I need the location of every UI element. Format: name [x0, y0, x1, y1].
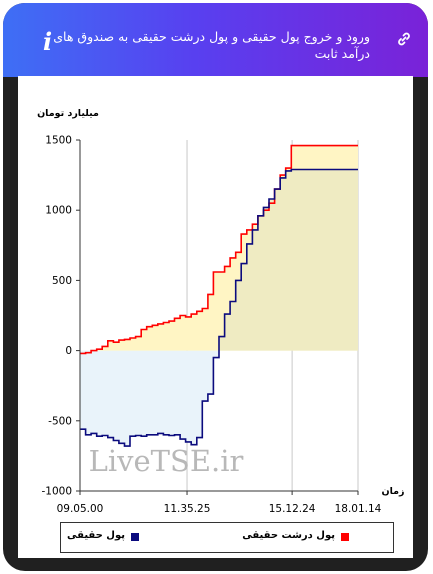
legend-label-large-real[interactable]: پول درشت حقیقی	[242, 530, 335, 541]
x-axis-label: زمان	[381, 486, 404, 497]
chart-panel: LiveTSE.ir میلیارد تومان زمان 1500 1000 50…	[18, 76, 413, 558]
y-tick-label: 1500	[45, 135, 72, 147]
series-lines	[80, 144, 358, 447]
x-tick-label: 15.12.24	[269, 503, 316, 515]
card-header: i ورود و خروج پول حقیقی و پول درشت حقیقی…	[3, 3, 428, 77]
series-line-real	[80, 168, 358, 447]
chart-area: LiveTSE.ir میلیارد تومان زمان 1500 1000 50…	[37, 108, 404, 515]
area-real-negative	[80, 350, 358, 447]
legend-swatch-large-real	[341, 533, 349, 541]
y-axis-label: میلیارد تومان	[37, 108, 99, 119]
x-tick-labels: 09.05.00 11.35.25 15.12.24 18.01.14	[57, 503, 382, 515]
x-tick-label: 18.01.14	[335, 503, 382, 515]
y-tick-labels: 1500 1000 500 0 -500 -1000	[41, 135, 72, 498]
legend: پول درشت حقیقی پول حقیقی	[60, 522, 394, 553]
y-tick-label: 1000	[45, 205, 72, 217]
x-tick-label: 09.05.00	[57, 503, 104, 515]
watermark: LiveTSE.ir	[89, 444, 244, 478]
y-tick-label: -500	[48, 415, 72, 427]
info-icon[interactable]: i	[43, 27, 53, 56]
legend-swatch-real	[131, 533, 139, 541]
area-real-positive	[80, 169, 358, 351]
chart-card: i ورود و خروج پول حقیقی و پول درشت حقیقی…	[3, 3, 428, 571]
area-fills	[80, 145, 358, 447]
link-icon[interactable]	[395, 30, 413, 48]
x-tick-label: 11.35.25	[164, 503, 211, 515]
y-tick-label: 500	[52, 275, 72, 287]
chart-title: ورود و خروج پول حقیقی و پول درشت حقیقی ب…	[53, 29, 370, 61]
y-tick-label: 0	[65, 345, 72, 357]
axes	[76, 139, 359, 495]
y-tick-label: -1000	[41, 486, 72, 498]
legend-label-real[interactable]: پول حقیقی	[67, 530, 125, 541]
